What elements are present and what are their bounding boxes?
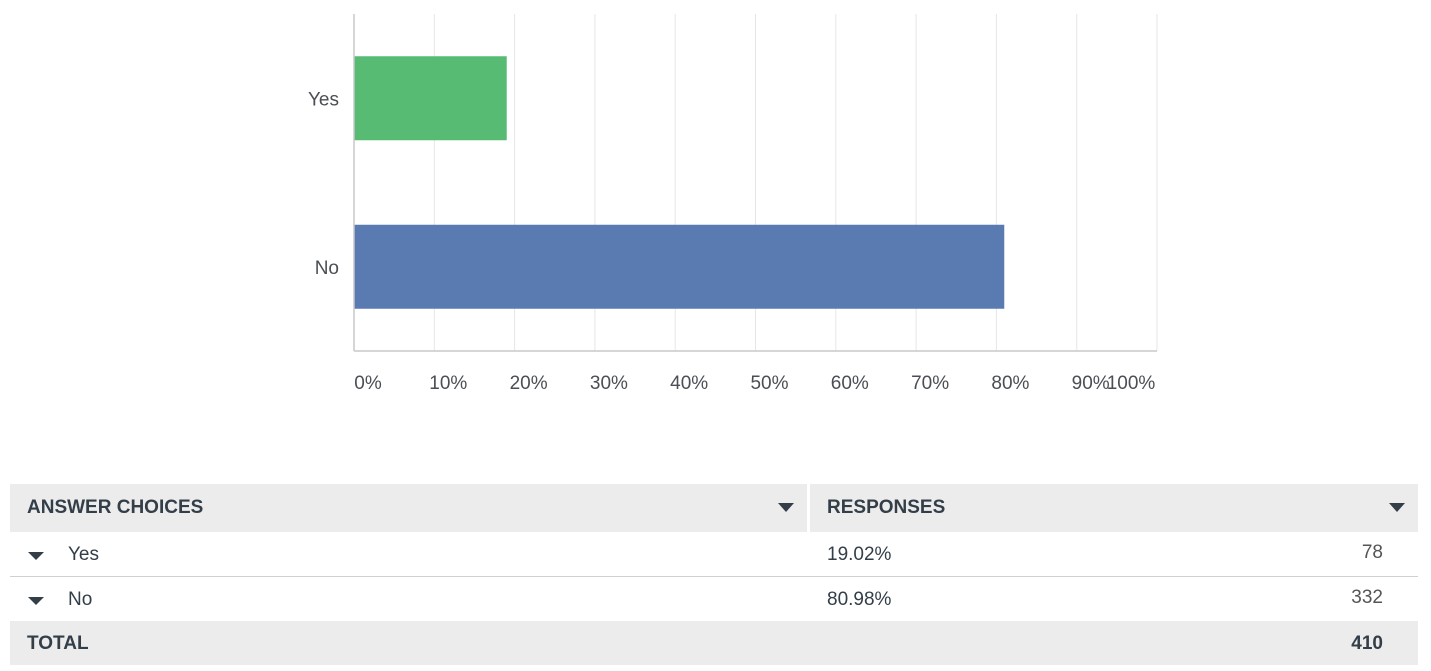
x-tick-label: 60% — [831, 373, 869, 394]
x-tick-label: 40% — [670, 373, 708, 394]
response-percent: 19.02% — [827, 544, 892, 565]
response-count: 332 — [1351, 587, 1383, 608]
x-tick-label: 10% — [429, 373, 467, 394]
category-label: Yes — [308, 89, 339, 110]
x-tick-label: 90% — [1072, 373, 1110, 394]
response-count: 78 — [1361, 542, 1383, 563]
x-tick-label: 80% — [991, 373, 1029, 394]
x-tick-label: 30% — [590, 373, 628, 394]
chart-bars — [354, 56, 1005, 309]
x-tick-label: 100% — [1107, 373, 1156, 394]
answer-choices-header-label: ANSWER CHOICES — [27, 497, 204, 518]
x-tick-label: 0% — [354, 373, 382, 394]
total-value: 410 — [1351, 633, 1383, 654]
responses-header-label: RESPONSES — [827, 497, 946, 518]
table-row: No 80.98% 332 — [10, 577, 1418, 621]
response-percent: 80.98% — [827, 589, 892, 610]
bar-chart: 0% 10% 20% 30% 40% 50% 60% 70% 80% 90%100% Yes No — [308, 14, 1158, 394]
chart-gridlines — [433, 14, 1158, 351]
expand-triangle-icon[interactable] — [28, 552, 44, 560]
x-tick-label: 70% — [911, 373, 949, 394]
x-axis-tick-labels: 0% 10% 20% 30% 40% 50% 60% 70% 80% 90%100% — [354, 373, 1155, 394]
y-axis-category-labels: Yes No — [308, 89, 339, 279]
responses-header[interactable]: RESPONSES — [810, 484, 1418, 532]
sort-down-icon[interactable] — [1389, 503, 1405, 512]
results-table: ANSWER CHOICES RESPONSES Yes 19.02% 78 N… — [10, 484, 1418, 665]
total-label: TOTAL — [27, 633, 89, 654]
bar-yes[interactable] — [354, 56, 507, 141]
bar-no[interactable] — [354, 224, 1005, 309]
answer-choice-label: Yes — [68, 544, 99, 565]
expand-triangle-icon[interactable] — [28, 597, 44, 605]
answer-choice-label: No — [68, 589, 93, 610]
sort-down-icon[interactable] — [778, 503, 794, 512]
x-tick-label: 20% — [510, 373, 548, 394]
table-total-row: TOTAL 410 — [10, 621, 1418, 665]
table-header: ANSWER CHOICES RESPONSES — [10, 484, 1418, 532]
category-label: No — [315, 258, 339, 279]
table-row: Yes 19.02% 78 — [10, 532, 1418, 577]
x-tick-label: 50% — [750, 373, 788, 394]
chart-axes — [353, 14, 1157, 352]
answer-choices-header[interactable]: ANSWER CHOICES — [10, 484, 807, 532]
